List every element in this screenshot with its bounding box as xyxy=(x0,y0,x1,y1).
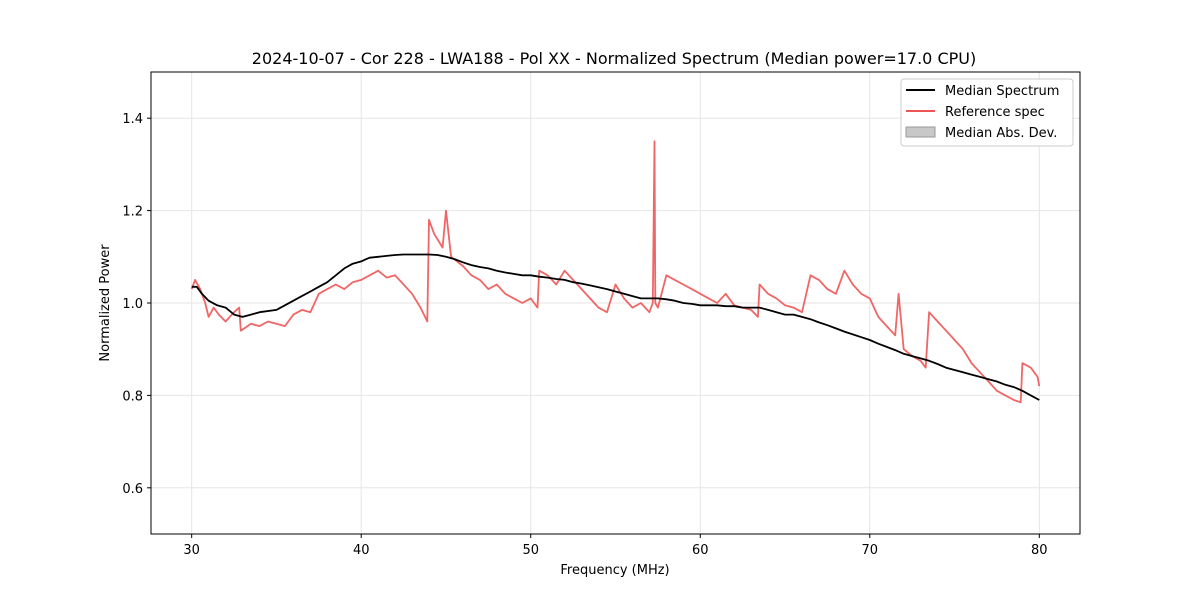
x-tick-label: 80 xyxy=(1031,543,1048,558)
axis-ticks: 30 40 50 60 70 80 0.6 0.8 1.0 1.2 1.4 xyxy=(122,112,1047,558)
x-axis-label: Frequency (MHz) xyxy=(560,563,669,578)
x-tick-label: 70 xyxy=(862,543,879,558)
y-tick-label: 0.6 xyxy=(122,482,143,497)
legend-reference-label: Reference spec xyxy=(945,105,1045,120)
reference-spec-line xyxy=(190,140,1041,404)
y-tick-label: 1.2 xyxy=(122,205,143,220)
x-tick-label: 30 xyxy=(183,543,200,558)
chart-title: 2024-10-07 - Cor 228 - LWA188 - Pol XX -… xyxy=(252,49,976,68)
x-tick-label: 40 xyxy=(353,543,370,558)
legend-mad-swatch xyxy=(905,126,936,138)
legend-box xyxy=(900,78,1074,147)
legend-mad-label: Median Abs. Dev. xyxy=(945,126,1057,141)
y-tick-label: 1.0 xyxy=(122,297,143,312)
x-tick-label: 50 xyxy=(522,543,539,558)
series-layer xyxy=(190,140,1041,404)
x-tick-label: 60 xyxy=(692,543,709,558)
legend-median-label: Median Spectrum xyxy=(945,84,1059,99)
y-tick-label: 0.8 xyxy=(122,389,143,404)
y-axis-label: Normalized Power xyxy=(98,244,113,362)
y-tick-label: 1.4 xyxy=(122,112,143,127)
legend: Median Spectrum Reference spec Median Ab… xyxy=(900,78,1074,147)
median-spectrum-line xyxy=(191,253,1040,401)
